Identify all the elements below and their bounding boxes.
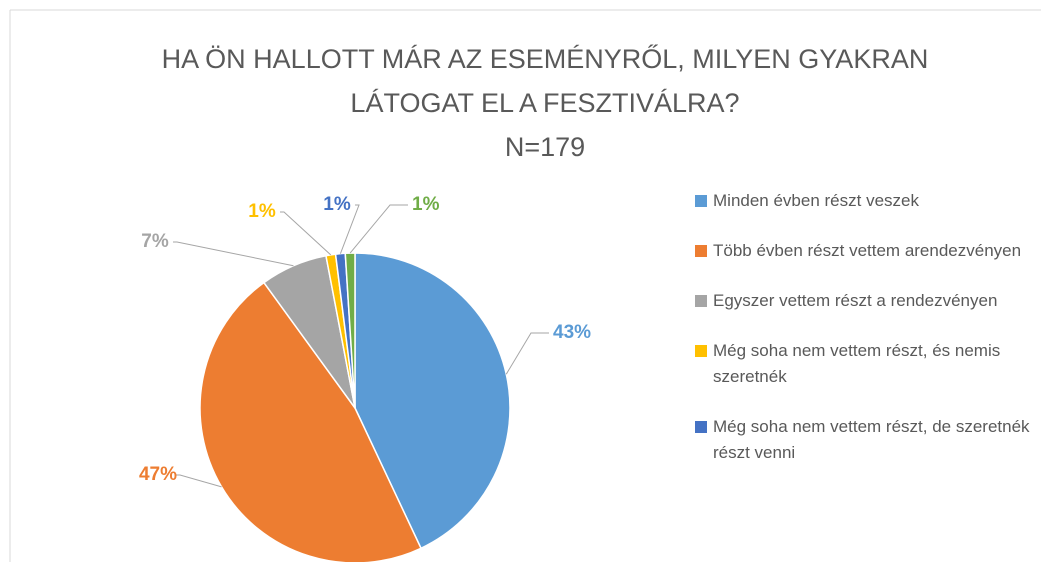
chart-title: HA ÖN HALLOTT MÁR AZ ESEMÉNYRŐL, MILYEN … — [162, 43, 929, 74]
data-label: 1% — [323, 194, 351, 215]
leader-line — [280, 211, 332, 256]
leader-line — [339, 204, 360, 254]
legend-swatch — [695, 245, 707, 257]
legend-swatch — [695, 195, 707, 207]
pie-slice — [344, 252, 356, 409]
legend-label: Egyszer vettem részt a rendezvényen — [713, 291, 998, 310]
legend-label: Még soha nem vettem részt, és nemis szer… — [713, 341, 1001, 386]
data-label: 1% — [412, 194, 440, 215]
pie-slice — [354, 252, 511, 550]
legend-label: Több évben részt vettem arendezvényen — [713, 241, 1022, 260]
legend-item: Több évben részt vettem arendezvényen — [695, 238, 1035, 264]
leader-line — [505, 332, 549, 375]
legend-item: Minden évben részt veszek — [695, 188, 1035, 214]
data-label: 7% — [141, 231, 169, 252]
legend: Minden évben részt veszek Több évben rész… — [695, 188, 1035, 490]
chart-title: LÁTOGAT EL A FESZTIVÁLRA? — [350, 88, 739, 118]
data-label: 43% — [553, 322, 591, 343]
legend-label: Minden évben részt veszek — [713, 191, 919, 210]
pie-slice — [199, 281, 422, 562]
data-label: 1% — [248, 201, 276, 222]
leader-line — [173, 241, 294, 267]
legend-item: Még soha nem vettem részt, de szeretnék … — [695, 414, 1035, 466]
legend-swatch — [695, 421, 707, 433]
legend-item: Még soha nem vettem részt, és nemis szer… — [695, 338, 1035, 390]
legend-swatch — [695, 345, 707, 357]
legend-label: Még soha nem vettem részt, de szeretnék … — [713, 417, 1030, 462]
leader-line — [349, 204, 408, 254]
legend-item: Egyszer vettem részt a rendezvényen — [695, 288, 1035, 314]
leader-line — [176, 474, 222, 488]
chart-title: N=179 — [505, 132, 585, 162]
data-label: 47% — [139, 464, 177, 485]
legend-swatch — [695, 295, 707, 307]
